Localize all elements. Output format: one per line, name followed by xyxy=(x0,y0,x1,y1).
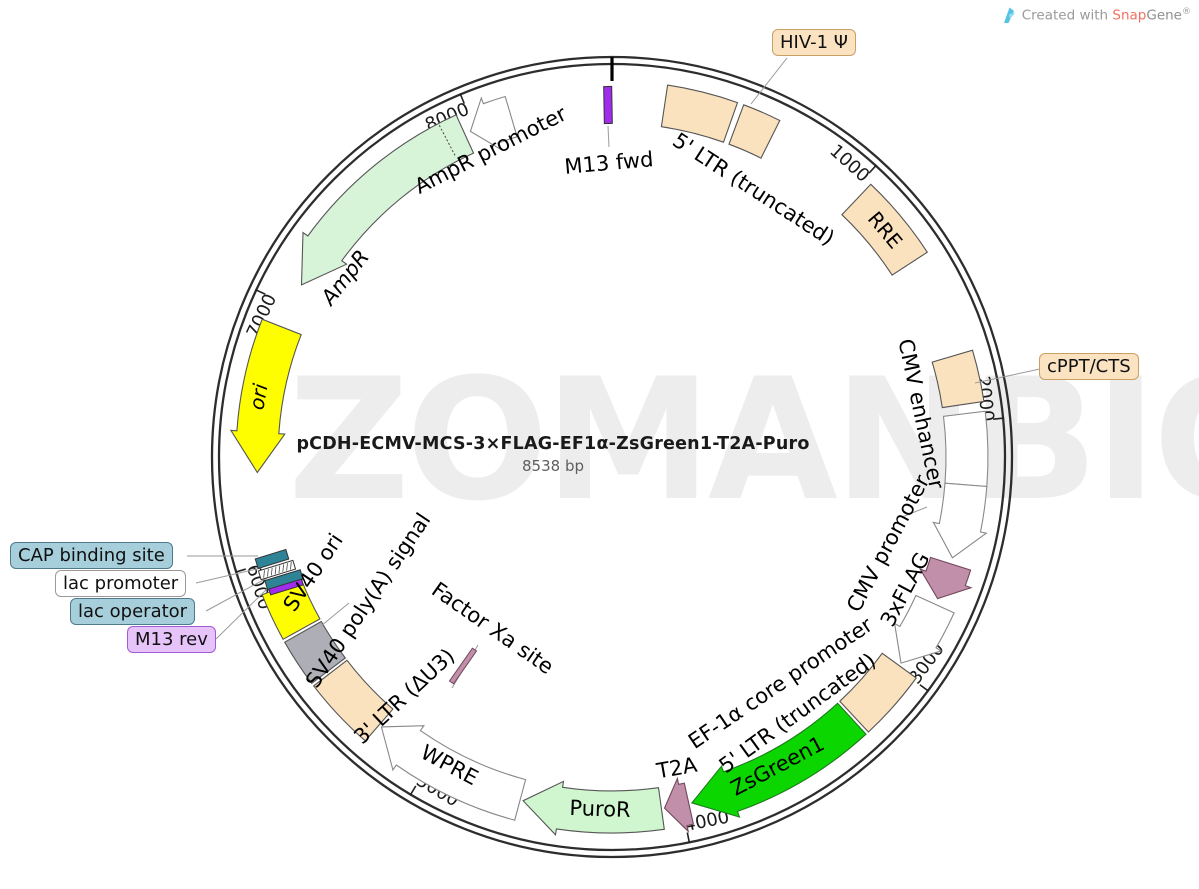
rre-feature[interactable] xyxy=(841,183,929,276)
brand-snap: Snap xyxy=(1112,7,1147,24)
cmv-promoter-line xyxy=(901,506,928,518)
m13-rev-feature-rect[interactable] xyxy=(268,578,304,596)
created-with-text: Created with xyxy=(1021,7,1113,24)
tick-mark-7000 xyxy=(255,288,266,295)
hiv-1-psi-feature[interactable] xyxy=(728,104,781,159)
sv40-ori-label: SV40 ori xyxy=(279,529,348,616)
ori-label: ori xyxy=(244,381,272,411)
tick-mark-3000 xyxy=(919,684,930,692)
lac-promoter-feature-hatch xyxy=(270,567,273,576)
ampr-promoter-overlap-mark xyxy=(438,125,456,156)
m13-fwd-label: M13 fwd xyxy=(564,147,655,179)
lac-promoter-feature[interactable] xyxy=(257,559,297,581)
ef-1a-core-promoter-feature[interactable] xyxy=(893,594,955,664)
attribution-text: Created with SnapGene® xyxy=(1022,7,1191,24)
m13-fwd-feature-rect[interactable] xyxy=(603,85,613,125)
wpre-feature[interactable] xyxy=(380,725,527,821)
plasmid-title-block: pCDH-ECMV-MCS-3×FLAG-EF1α-ZsGreen1-T2A-P… xyxy=(253,434,853,475)
hiv-1-psi-tag-line xyxy=(750,57,788,105)
puror-feature[interactable] xyxy=(522,780,665,836)
m13-fwd-feature[interactable] xyxy=(603,85,613,125)
lac-promoter-tag[interactable]: lac promoter xyxy=(55,570,187,597)
cppt-cts-tag[interactable]: cPPT/CTS xyxy=(1039,353,1139,380)
lac-promoter-tag-line xyxy=(195,567,262,584)
ori-feature[interactable] xyxy=(229,318,302,474)
registered-mark: ® xyxy=(1182,7,1191,18)
plasmid-name: pCDH-ECMV-MCS-3×FLAG-EF1α-ZsGreen1-T2A-P… xyxy=(296,434,810,454)
ampr-promoter-feature[interactable] xyxy=(469,95,518,151)
watermark: ZOMANBIO xyxy=(288,342,1199,538)
5-ltr-truncated-1-feature[interactable] xyxy=(660,84,739,143)
sv40-ori-line xyxy=(320,602,350,627)
3xflag-feature[interactable] xyxy=(918,556,973,600)
snapgene-attribution: Created with SnapGene® xyxy=(1001,6,1191,25)
5-ltr-truncated-2-feature[interactable] xyxy=(839,652,917,733)
lac-promoter-feature-hatch xyxy=(274,566,277,575)
3-ltr-du3-feature[interactable] xyxy=(312,659,394,742)
cap-binding-site-feature-rect[interactable] xyxy=(254,548,290,570)
lac-operator-tag[interactable]: lac operator xyxy=(70,598,196,625)
snapgene-logo-icon xyxy=(1003,7,1016,23)
cppt-cts-feature[interactable] xyxy=(931,349,985,409)
lac-promoter-feature-hatch xyxy=(290,561,292,570)
m13-rev-feature[interactable] xyxy=(268,578,304,596)
ampr-feature[interactable] xyxy=(300,114,475,286)
lac-promoter-feature-hatch xyxy=(278,565,281,574)
sv40-polya-label: SV40 poly(A) signal xyxy=(301,509,436,692)
lac-promoter-feature-hatch xyxy=(286,563,288,571)
cmv-enhancer-feature[interactable] xyxy=(942,410,989,488)
tick-mark-1000 xyxy=(868,164,878,174)
m13-rev-tag-line xyxy=(215,584,272,640)
lac-operator-tag-line xyxy=(205,577,268,612)
t2a-label: T2A xyxy=(654,753,700,784)
brand-gene: Gene xyxy=(1146,7,1182,24)
cppt-cts-tag-line xyxy=(974,368,1041,384)
zsgreen1-feature[interactable] xyxy=(690,702,867,818)
tick-mark-5000 xyxy=(409,785,417,796)
lac-promoter-feature-hatch xyxy=(263,570,265,578)
sv40-ori-feature[interactable] xyxy=(283,620,347,685)
cap-binding-site-feature[interactable] xyxy=(254,548,290,570)
factor-xa-feature[interactable] xyxy=(448,647,478,685)
tick-mark-4000 xyxy=(686,832,691,844)
m13-rev-tag[interactable]: M13 rev xyxy=(127,626,216,653)
t2a-feature[interactable] xyxy=(663,776,695,833)
factor-xa-feature-rect[interactable] xyxy=(448,647,478,685)
tick-mark-6000 xyxy=(235,568,246,574)
hiv-1-psi-tag[interactable]: HIV-1 Ψ xyxy=(772,29,856,56)
tick-mark-2000 xyxy=(993,417,1005,420)
cmv-promoter-feature[interactable] xyxy=(932,482,988,559)
plasmid-size: 8538 bp xyxy=(522,457,584,475)
tick-mark-8000 xyxy=(459,93,466,104)
puror-label: PuroR xyxy=(569,796,631,822)
cap-binding-site-tag[interactable]: CAP binding site xyxy=(10,542,173,569)
lac-promoter-feature-hatch xyxy=(267,568,269,577)
lac-promoter-feature-hatch xyxy=(282,564,285,572)
m13-fwd-line xyxy=(607,125,610,148)
